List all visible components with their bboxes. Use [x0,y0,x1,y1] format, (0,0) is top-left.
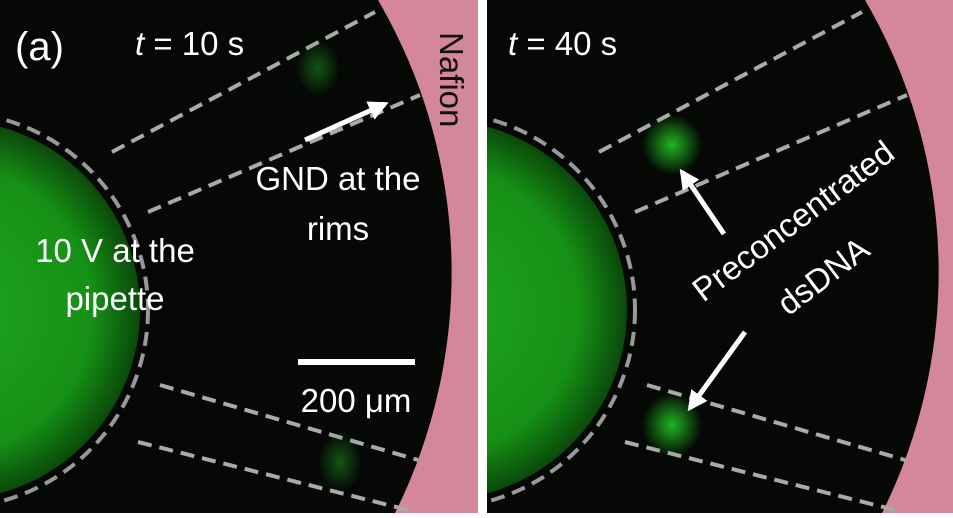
annotation: GND at the [255,160,420,197]
annotation: pipette [65,280,164,317]
time-label: t = 40 s [508,25,617,62]
annotation: 10 V at the [35,232,195,269]
time-label: t = 10 s [135,25,244,62]
scale-label: 200 μm [301,382,412,419]
panel-label: (a) [15,25,64,69]
figure: (a) t = 10 s Nafion GND at the rims 10 V… [0,0,953,513]
annotation: rims [307,210,369,247]
nafion-label: Nafion [433,32,470,127]
panel-1: (a) t = 10 s Nafion GND at the rims 10 V… [0,0,478,513]
